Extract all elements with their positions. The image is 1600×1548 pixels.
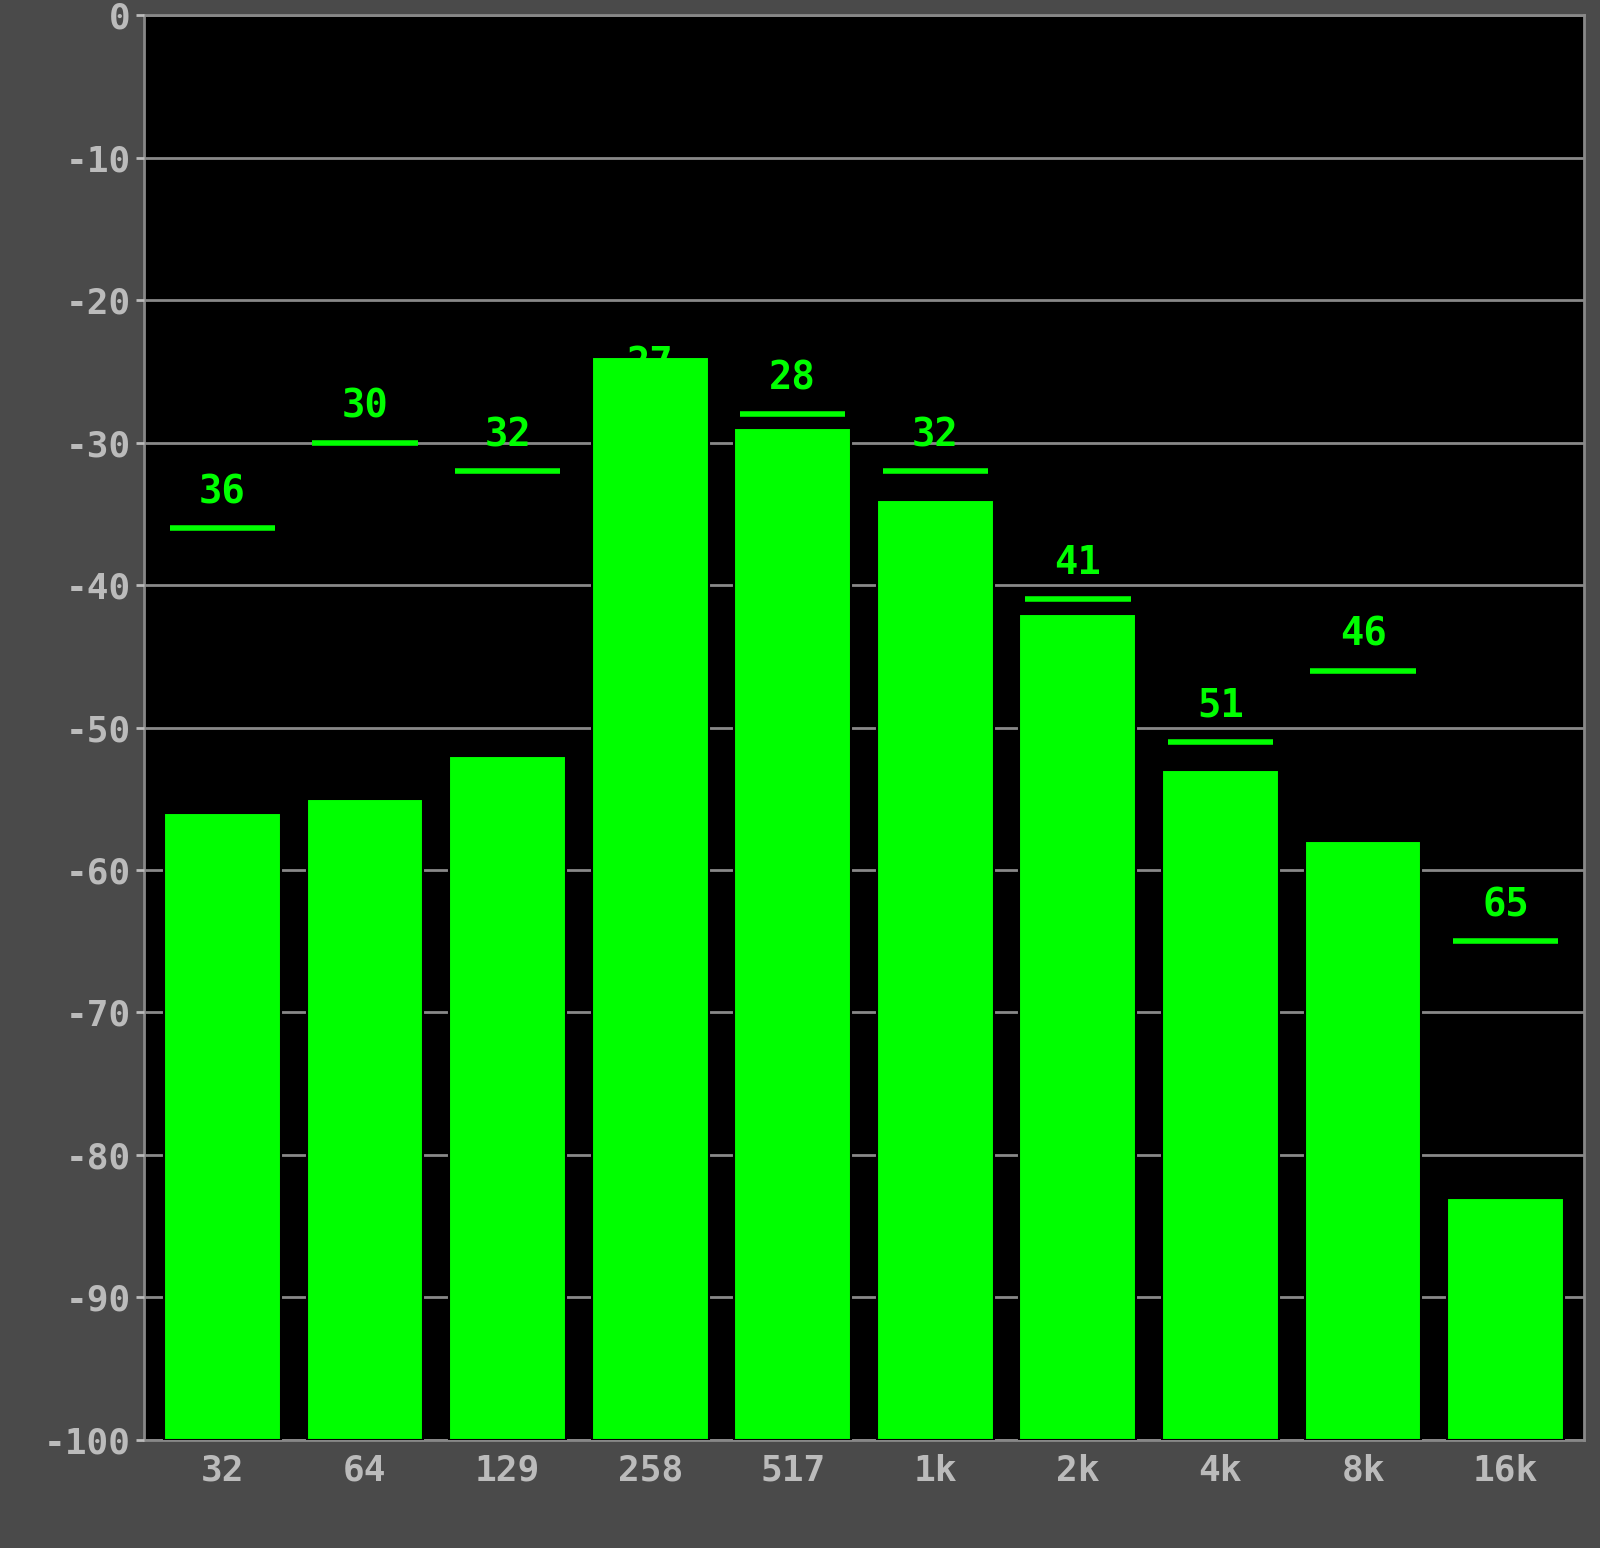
Text: 51: 51 [1197, 687, 1243, 724]
Bar [307, 799, 424, 1440]
Bar [1162, 771, 1278, 1440]
Bar [1446, 1198, 1565, 1440]
Text: 36: 36 [198, 474, 246, 511]
Text: 32: 32 [912, 416, 958, 454]
Text: 41: 41 [1054, 545, 1101, 582]
Bar [734, 429, 851, 1440]
Text: 46: 46 [1339, 616, 1386, 653]
Text: 27: 27 [627, 345, 674, 382]
Bar [592, 358, 709, 1440]
Text: 32: 32 [485, 416, 531, 454]
Bar [877, 500, 994, 1440]
Text: 30: 30 [342, 387, 389, 426]
Bar [163, 813, 282, 1440]
Bar [450, 755, 566, 1440]
Text: 28: 28 [770, 359, 816, 398]
Text: 65: 65 [1482, 885, 1530, 924]
Bar [1304, 842, 1421, 1440]
Bar [1019, 613, 1136, 1440]
